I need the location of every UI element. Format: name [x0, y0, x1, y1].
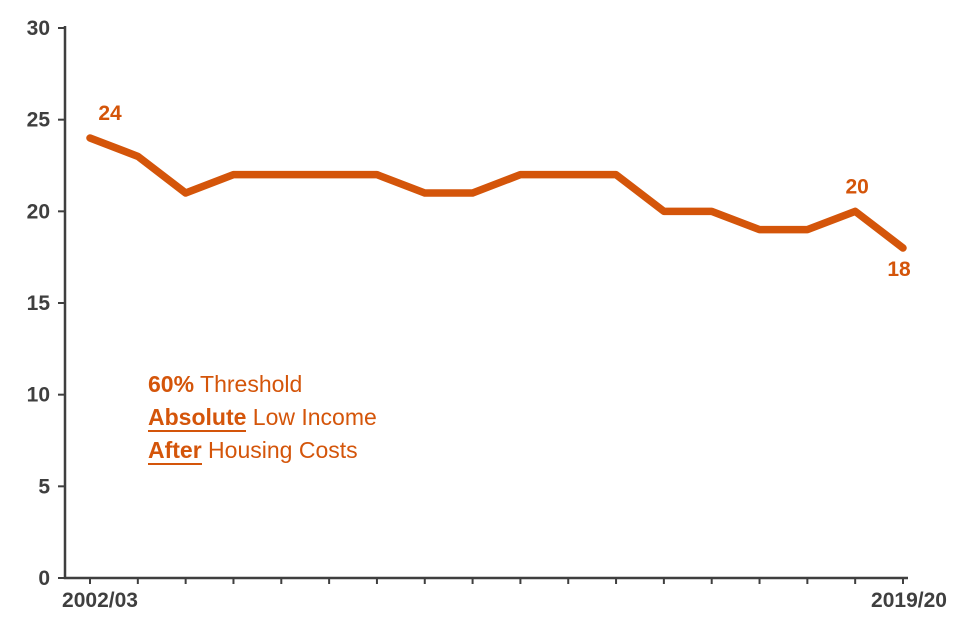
- y-tick-label: 10: [27, 384, 50, 407]
- y-tick-label: 25: [27, 109, 51, 132]
- annotation-rest-measure: Low Income: [246, 404, 377, 430]
- annotation-rest-threshold: Threshold: [194, 371, 303, 397]
- chart-annotation: 60% Threshold Absolute Low Income After …: [148, 368, 377, 467]
- annotation-line-housing: After Housing Costs: [148, 434, 377, 467]
- annotation-bold-measure: Absolute: [148, 404, 247, 432]
- point-value-label: 20: [845, 175, 868, 198]
- y-tick-label: 5: [38, 475, 50, 498]
- y-tick-label: 0: [38, 567, 50, 590]
- annotation-rest-housing: Housing Costs: [201, 437, 358, 463]
- annotation-line-measure: Absolute Low Income: [148, 401, 377, 434]
- annotation-bold-housing: After: [148, 437, 202, 465]
- annotation-bold-threshold: 60%: [148, 371, 195, 397]
- axes: [63, 26, 908, 580]
- x-tick-label-first: 2002/03: [62, 589, 138, 612]
- series-line: [86, 134, 907, 252]
- y-tick-label: 15: [27, 292, 51, 315]
- y-tick-label: 20: [27, 200, 50, 223]
- y-tick-label: 30: [27, 17, 50, 40]
- point-value-label: 18: [887, 258, 911, 281]
- annotation-line-threshold: 60% Threshold: [148, 368, 377, 401]
- x-tick-label-last: 2019/20: [871, 589, 947, 612]
- point-value-label: 24: [98, 102, 122, 125]
